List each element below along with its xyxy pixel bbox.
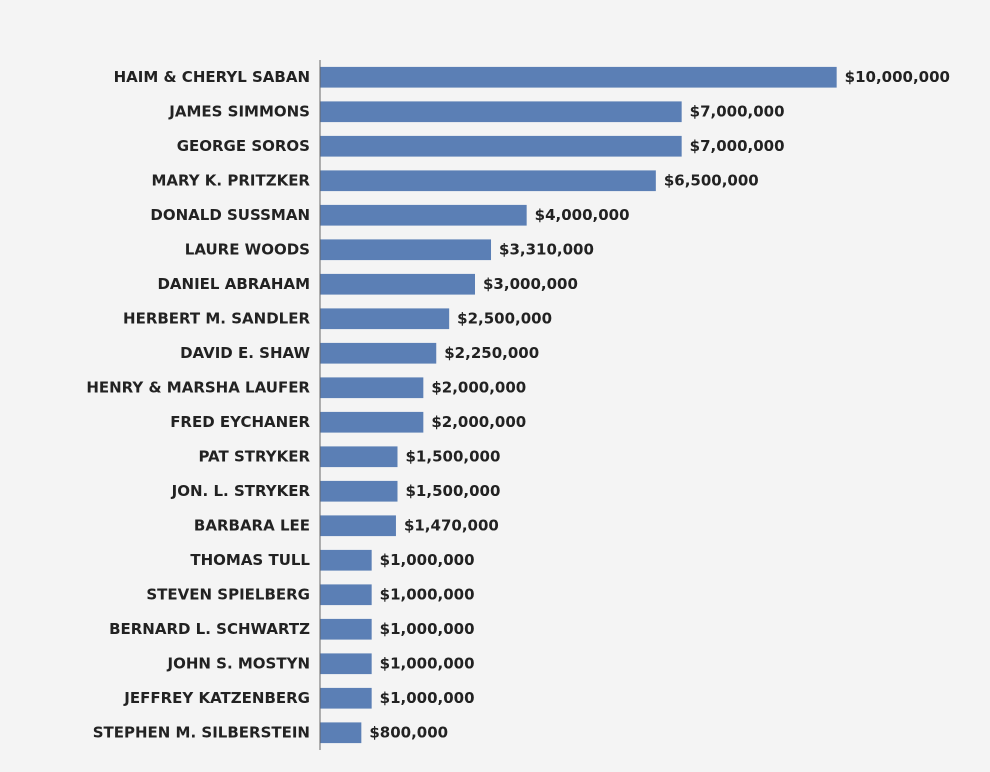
bar [320, 342, 437, 364]
bar [320, 653, 372, 675]
y-tick-label: DAVID E. SHAW [180, 344, 310, 362]
value-label: $2,000,000 [431, 413, 526, 431]
bar [320, 480, 398, 502]
y-tick-label: HENRY & MARSHA LAUFER [86, 378, 310, 396]
value-label: $1,000,000 [380, 689, 475, 707]
value-label: $10,000,000 [845, 68, 950, 86]
y-tick-label: JAMES SIMMONS [168, 102, 310, 120]
y-tick-label: DANIEL ABRAHAM [157, 275, 310, 293]
y-tick-label: JOHN S. MOSTYN [166, 654, 310, 672]
value-label: $1,500,000 [406, 447, 501, 465]
value-label: $1,500,000 [406, 482, 501, 500]
value-label: $3,310,000 [499, 240, 594, 258]
bar [320, 135, 682, 157]
value-label: $3,000,000 [483, 275, 578, 293]
value-label: $7,000,000 [690, 102, 785, 120]
y-tick-label: BERNARD L. SCHWARTZ [109, 620, 310, 638]
y-tick-label: HERBERT M. SANDLER [123, 309, 310, 327]
y-tick-label: STEPHEN M. SILBERSTEIN [93, 723, 310, 741]
y-tick-label: HAIM & CHERYL SABAN [114, 68, 310, 86]
bar [320, 722, 362, 744]
bar [320, 66, 837, 88]
bar [320, 411, 424, 433]
y-tick-label: MARY K. PRITZKER [151, 171, 310, 189]
value-label: $1,000,000 [380, 551, 475, 569]
value-label: $1,000,000 [380, 585, 475, 603]
value-label: $2,500,000 [457, 309, 552, 327]
bar [320, 549, 372, 571]
bar [320, 204, 527, 226]
y-tick-label: STEVEN SPIELBERG [146, 585, 310, 603]
value-label: $1,000,000 [380, 620, 475, 638]
bar [320, 687, 372, 709]
value-label: $7,000,000 [690, 137, 785, 155]
value-label: $800,000 [369, 723, 448, 741]
y-tick-label: BARBARA LEE [194, 516, 310, 534]
bar [320, 618, 372, 640]
bar [320, 377, 424, 399]
y-tick-label: LAURE WOODS [185, 240, 310, 258]
bar [320, 101, 682, 123]
value-label: $1,470,000 [404, 516, 499, 534]
value-label: $6,500,000 [664, 171, 759, 189]
y-tick-label: JON. L. STRYKER [171, 482, 311, 500]
value-label: $1,000,000 [380, 654, 475, 672]
value-label: $4,000,000 [535, 206, 630, 224]
bar [320, 308, 450, 330]
bar [320, 446, 398, 468]
bar [320, 273, 475, 295]
bar [320, 584, 372, 606]
y-tick-label: JEFFREY KATZENBERG [123, 689, 310, 707]
y-tick-label: DONALD SUSSMAN [150, 206, 310, 224]
y-tick-label: PAT STRYKER [198, 447, 310, 465]
bar [320, 239, 492, 261]
bar [320, 170, 656, 192]
value-label: $2,250,000 [444, 344, 539, 362]
bar [320, 515, 396, 537]
y-tick-label: GEORGE SOROS [177, 137, 310, 155]
y-tick-label: THOMAS TULL [190, 551, 310, 569]
value-label: $2,000,000 [431, 378, 526, 396]
y-tick-label: FRED EYCHANER [170, 413, 310, 431]
